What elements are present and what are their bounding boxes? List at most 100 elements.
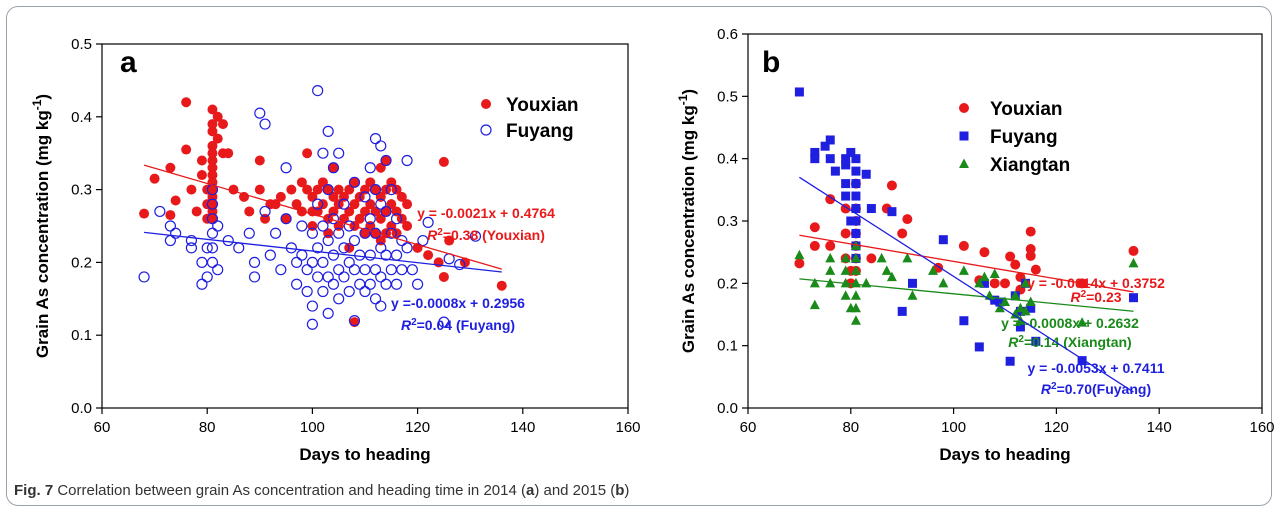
panel-label: b [762, 46, 780, 79]
figure-panels: 60 80 100 120 140 160 0.0 0.1 0.2 0.3 0.4 0.5 Days t… [30, 26, 1275, 464]
data-point [1129, 293, 1138, 303]
chart-panel-a: 60 80 100 120 140 160 0.0 0.1 0.2 0.3 0.4 0.5 Days t… [30, 36, 641, 464]
data-point [259, 118, 271, 130]
data-point [979, 271, 990, 282]
data-point [496, 280, 507, 291]
data-point [248, 256, 261, 268]
data-point [851, 154, 861, 164]
data-point [402, 221, 413, 231]
data-point [907, 278, 917, 288]
r2-symbol: R [401, 317, 412, 333]
data-point [406, 264, 418, 276]
y-tick-label: 0.4 [71, 109, 92, 126]
data-point [354, 278, 366, 290]
data-point [438, 156, 449, 167]
r2-symbol: R [1008, 334, 1019, 350]
data-point [851, 204, 861, 214]
data-point [810, 147, 820, 157]
y-tick-label: 0.6 [717, 26, 738, 43]
data-point [375, 271, 387, 283]
x-tick-label: 80 [842, 419, 859, 436]
data-point [370, 228, 381, 239]
data-point [359, 191, 371, 203]
caption-text-2: ) and 2015 ( [534, 482, 616, 499]
data-point [841, 191, 851, 201]
data-point [343, 285, 355, 298]
data-point [349, 199, 360, 210]
data-point [438, 316, 450, 328]
data-point [1005, 356, 1015, 366]
data-point [1077, 317, 1088, 327]
data-point [317, 285, 329, 298]
legend-label: Fuyang [506, 121, 574, 142]
data-point [312, 84, 324, 97]
legend-marker [480, 124, 492, 136]
data-point [984, 290, 995, 300]
y-tick-label: 0.5 [71, 36, 92, 53]
data-point [254, 184, 265, 195]
data-point [165, 210, 176, 221]
data-point [381, 155, 392, 166]
data-point [207, 162, 218, 173]
x-tick-label: 160 [615, 419, 640, 436]
data-point [401, 242, 413, 254]
data-point [380, 154, 392, 167]
data-point [974, 277, 985, 288]
data-point [306, 227, 318, 239]
data-point [830, 166, 840, 176]
data-point [979, 278, 989, 288]
data-point [248, 271, 261, 283]
legend-label: Fuyang [990, 127, 1058, 148]
data-point [191, 206, 202, 217]
regression-r2: R2=0.23 [1070, 289, 1121, 306]
data-point [327, 278, 340, 290]
data-point [454, 258, 466, 271]
data-point [186, 184, 197, 195]
data-point [322, 184, 334, 196]
x-tick-label: 160 [1249, 419, 1274, 436]
data-point [928, 265, 939, 275]
data-point [185, 242, 198, 254]
data-point [322, 307, 334, 319]
data-point [423, 250, 434, 261]
data-point [380, 278, 392, 290]
data-point [396, 234, 408, 247]
data-point [170, 227, 182, 239]
data-point [322, 234, 334, 247]
y-tick-label: 0.1 [71, 327, 92, 344]
data-point [243, 227, 255, 239]
data-point [207, 148, 218, 159]
data-point [840, 290, 851, 300]
data-point [850, 265, 861, 275]
data-point [1005, 251, 1016, 262]
data-point [809, 240, 820, 251]
series-xiangtan [794, 240, 1139, 327]
data-point [280, 162, 292, 174]
data-point [291, 199, 302, 210]
data-point [201, 271, 213, 283]
y-tick-label: 0.5 [717, 88, 738, 105]
data-point [296, 177, 307, 188]
plot-frame [101, 43, 629, 409]
data-point [820, 141, 830, 151]
y-tick-label: 0.2 [717, 275, 738, 292]
data-point [438, 271, 449, 282]
data-point [349, 177, 360, 188]
data-point [343, 256, 355, 268]
data-point [907, 290, 918, 300]
data-point [1030, 264, 1041, 275]
data-point [850, 252, 861, 263]
data-point [233, 242, 245, 254]
data-point [825, 154, 835, 164]
data-point [369, 264, 382, 276]
x-axis-label: Days to heading [939, 445, 1070, 464]
data-point [1000, 296, 1010, 307]
data-point [312, 271, 324, 283]
data-point [1020, 277, 1031, 288]
data-point [375, 300, 387, 312]
data-point [322, 271, 334, 283]
regression-equation: y = -0.0053x + 0.7411 [1027, 360, 1164, 376]
data-point [825, 252, 836, 263]
data-point [959, 316, 969, 326]
data-point [223, 148, 234, 159]
